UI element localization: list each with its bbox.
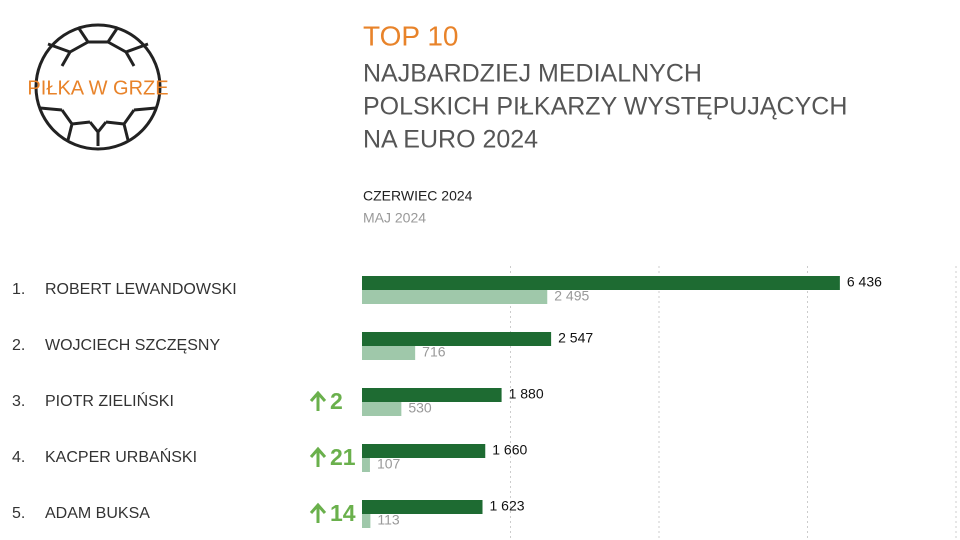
rank: 2.: [12, 337, 25, 354]
chart-subtitle: NA EURO 2024: [363, 126, 538, 154]
bar: [362, 500, 483, 514]
legend-label: MAJ 2024: [363, 210, 426, 226]
bar: [362, 276, 840, 290]
rank: 1.: [12, 281, 25, 298]
bar: [362, 346, 416, 360]
bar: [362, 514, 371, 528]
category-label: PIOTR ZIELIŃSKI: [45, 391, 174, 410]
value-label: 530: [408, 400, 432, 416]
rank: 5.: [12, 505, 25, 522]
bar: [362, 402, 402, 416]
rank-change: 21: [330, 444, 356, 470]
rank-change: 14: [330, 500, 356, 526]
legend-label: CZERWIEC 2024: [363, 188, 473, 204]
bar: [362, 444, 486, 458]
bar: [362, 332, 552, 346]
value-label: 2 547: [558, 330, 593, 346]
category-label: WOJCIECH SZCZĘSNY: [45, 337, 220, 354]
chart-title: TOP 10: [363, 20, 458, 51]
logo-lines-bottom: [39, 106, 157, 146]
value-label: 1 660: [492, 442, 527, 458]
chart-subtitle: POLSKICH PIŁKARZY WYSTĘPUJĄCYCH: [363, 93, 847, 121]
logo-text: PIŁKA W GRZE: [27, 77, 168, 99]
rank: 4.: [12, 449, 25, 466]
logo-ball: [34, 23, 162, 151]
rank-up-arrow: [309, 502, 327, 523]
rank-change: 2: [330, 388, 343, 414]
bar: [362, 458, 370, 472]
category-label: ROBERT LEWANDOWSKI: [45, 281, 237, 298]
bar: [362, 388, 502, 402]
rank: 3.: [12, 393, 25, 410]
logo: PIŁKA W GRZE: [27, 23, 169, 151]
category-label: ADAM BUKSA: [45, 505, 150, 522]
logo-lines-top: [47, 26, 149, 67]
value-label: 1 623: [490, 498, 525, 514]
value-label: 6 436: [847, 274, 882, 290]
value-label: 113: [377, 512, 400, 528]
rank-up-arrow: [309, 390, 327, 411]
category-label: KACPER URBAŃSKI: [45, 447, 197, 466]
value-label: 1 880: [509, 386, 544, 402]
bar: [362, 290, 548, 304]
chart: NAJBARDZIEJ MEDIALNYCH POLSKICH PIŁKARZY …: [12, 60, 957, 540]
rank-up-arrow: [309, 446, 327, 467]
value-label: 2 495: [554, 288, 589, 304]
chart-subtitle: NAJBARDZIEJ MEDIALNYCH: [363, 60, 702, 88]
value-label: 107: [377, 456, 401, 472]
value-label: 716: [422, 344, 446, 360]
